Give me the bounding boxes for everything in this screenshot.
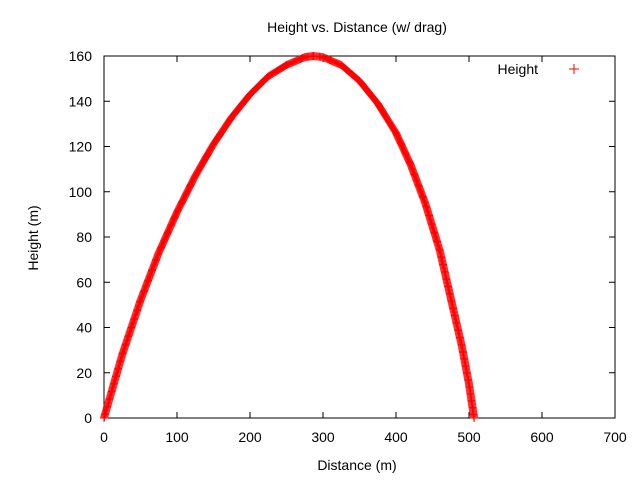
plot-frame [103, 55, 616, 419]
data-point [189, 175, 198, 184]
data-point [174, 205, 183, 214]
chart-title: Height vs. Distance (w/ drag) [267, 19, 447, 35]
data-point [178, 196, 187, 205]
y-tick-label: 100 [69, 184, 93, 200]
data-point [175, 202, 184, 211]
x-tick-label: 400 [384, 429, 408, 445]
x-tick-label: 600 [530, 429, 554, 445]
data-point [470, 414, 479, 422]
y-tick-label: 140 [69, 93, 93, 109]
data-point [183, 187, 192, 196]
data-point [173, 207, 182, 216]
x-tick-label: 100 [165, 429, 189, 445]
y-axis: 0 20 40 60 80 100 120 140 160 [69, 48, 615, 426]
data-point [177, 198, 186, 207]
x-tick-label: 500 [457, 429, 481, 445]
y-tick-label: 120 [69, 139, 93, 155]
data-point [185, 183, 194, 192]
data-point [187, 179, 196, 188]
data-point [176, 201, 185, 210]
y-tick-label: 40 [76, 320, 92, 336]
data-point [177, 199, 186, 208]
data-point [181, 192, 190, 201]
x-tick-label: 200 [238, 429, 262, 445]
data-point [188, 177, 197, 186]
data-point [188, 178, 197, 187]
data-point [186, 181, 195, 190]
y-tick-label: 60 [76, 274, 92, 290]
data-point [184, 184, 193, 193]
data-point [181, 191, 190, 200]
data-point [173, 208, 181, 217]
y-tick-label: 20 [76, 365, 92, 381]
y-tick-label: 160 [69, 48, 93, 64]
data-point [185, 182, 194, 191]
x-axis: 0 100 200 300 400 500 600 700 [100, 56, 627, 445]
data-point [182, 188, 191, 197]
legend: Height [498, 61, 579, 77]
data-point [174, 204, 183, 213]
data-point [179, 195, 188, 204]
y-tick-label: 80 [76, 229, 92, 245]
data-point [180, 193, 189, 202]
data-point [186, 180, 195, 189]
data-point [182, 190, 191, 199]
x-tick-label: 700 [603, 429, 627, 445]
legend-marker-height [569, 64, 579, 74]
series-height [100, 52, 479, 422]
data-point [183, 186, 192, 195]
data-point [175, 203, 184, 212]
data-point [178, 197, 187, 206]
data-point [189, 176, 198, 185]
data-point [176, 200, 185, 209]
y-tick-label: 0 [84, 410, 92, 426]
data-point [184, 185, 193, 194]
x-tick-label: 0 [100, 429, 108, 445]
data-point [179, 194, 188, 203]
x-tick-label: 300 [311, 429, 335, 445]
y-axis-label: Height (m) [25, 205, 41, 270]
x-axis-label: Distance (m) [317, 457, 396, 473]
legend-label-height: Height [498, 61, 539, 77]
